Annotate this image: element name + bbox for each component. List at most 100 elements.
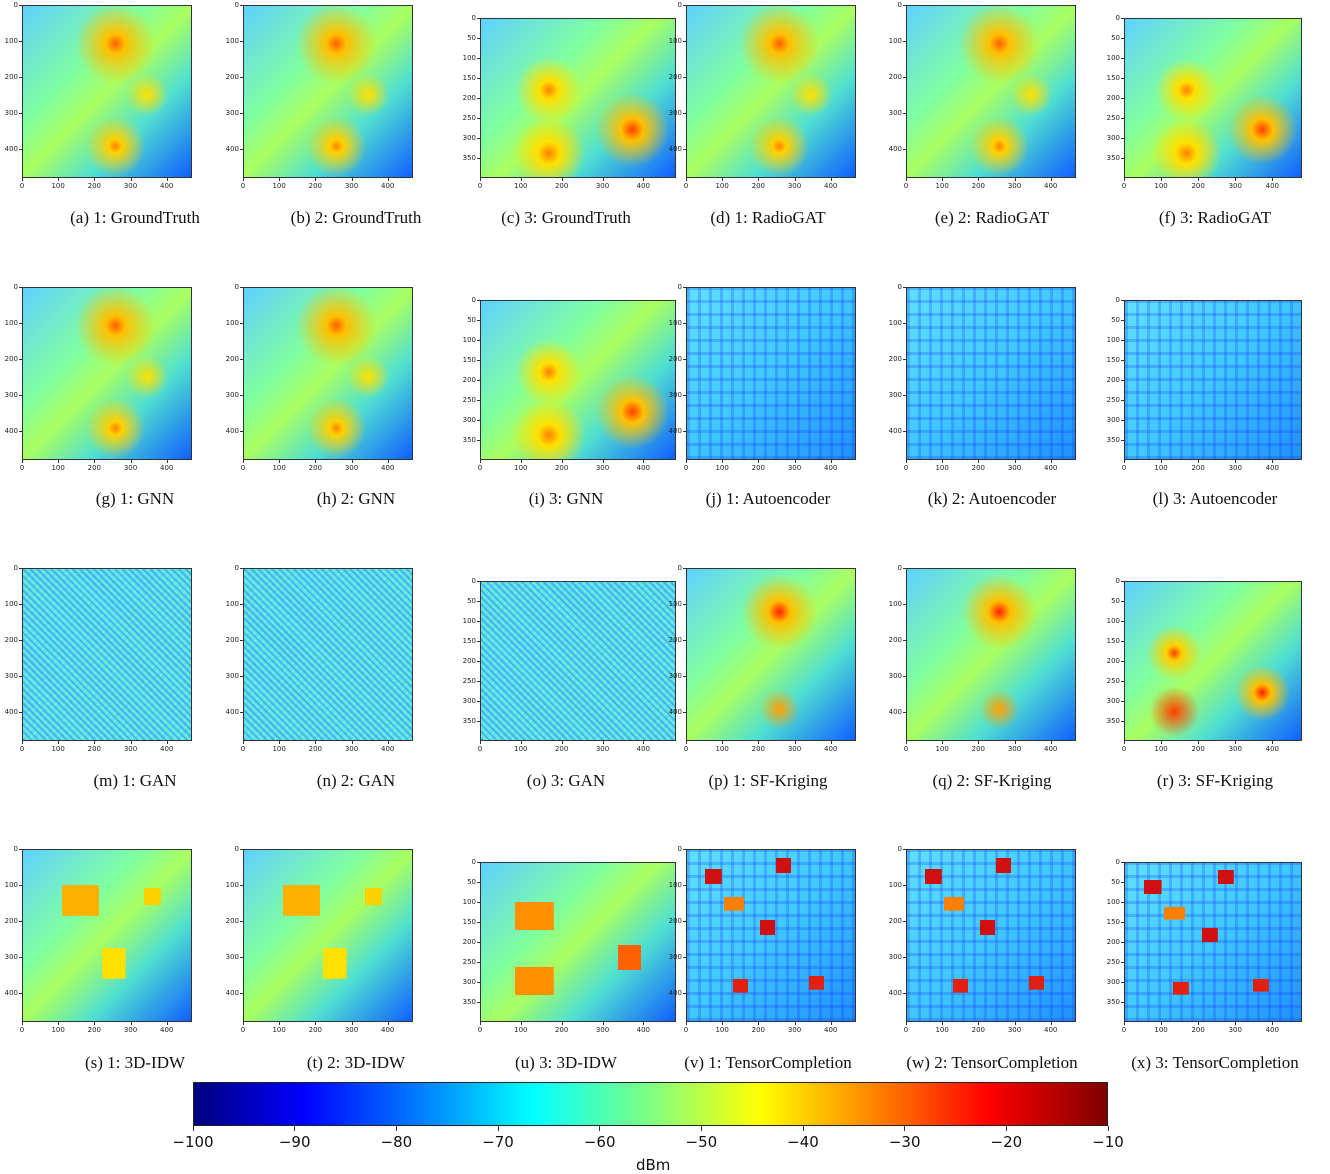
y-tick: [240, 395, 243, 397]
x-tick: [794, 460, 796, 463]
y-tick: [240, 431, 243, 433]
y-tick-label: 200: [4, 917, 18, 926]
y-tick-label: 200: [462, 657, 476, 665]
x-tick-label: 200: [751, 464, 766, 472]
x-tick: [1161, 1022, 1163, 1025]
x-tick-label: 200: [554, 464, 569, 472]
y-tick: [240, 287, 243, 288]
y-tick: [477, 300, 480, 301]
caption: (r) 3: SF-Kriging: [1156, 771, 1274, 790]
x-tick: [520, 460, 522, 463]
y-tick: [19, 41, 22, 43]
y-tick-label: 300: [225, 109, 239, 118]
y-tick-label: 0: [897, 283, 902, 291]
colorbar-tick-label: −50: [685, 1133, 718, 1151]
x-tick: [243, 1022, 244, 1025]
y-tick: [903, 431, 906, 433]
y-tick: [240, 149, 243, 151]
x-tick-label: 0: [683, 1026, 689, 1034]
x-tick: [561, 460, 563, 463]
x-tick: [794, 1022, 796, 1025]
y-tick: [1121, 320, 1124, 321]
x-tick: [22, 460, 23, 463]
y-tick: [1121, 78, 1124, 79]
caption: (x) 3: TensorCompletion: [1131, 1053, 1299, 1072]
y-tick: [1121, 360, 1124, 361]
y-tick: [477, 98, 480, 99]
y-tick-label: 300: [4, 953, 18, 962]
x-tick-label: 100: [514, 1026, 528, 1034]
y-tick: [477, 701, 480, 702]
y-tick-label: 250: [462, 114, 476, 122]
x-tick: [520, 741, 522, 744]
caption: (b) 2: GroundTruth: [290, 208, 422, 227]
heatmap: [243, 287, 413, 460]
x-tick-label: 100: [715, 182, 729, 190]
x-tick: [602, 1022, 604, 1025]
y-tick-label: 50: [467, 34, 476, 42]
y-tick: [477, 320, 480, 321]
x-tick-label: 200: [308, 1026, 323, 1034]
y-tick: [903, 640, 906, 642]
x-tick-label: 300: [1007, 1026, 1022, 1034]
y-tick: [683, 885, 686, 887]
y-tick-label: 350: [1106, 717, 1120, 725]
x-tick-label: 100: [51, 745, 65, 753]
y-tick-label: 300: [462, 697, 476, 705]
x-tick-label: 400: [380, 182, 395, 190]
x-tick: [722, 460, 724, 463]
y-tick: [477, 982, 480, 983]
x-tick-label: 0: [240, 1026, 246, 1034]
y-tick-label: 400: [668, 427, 682, 436]
x-tick: [1050, 741, 1052, 744]
y-tick-label: 300: [4, 672, 18, 681]
caption: (v) 1: TensorCompletion: [684, 1053, 852, 1072]
y-tick-label: 0: [471, 858, 476, 866]
x-tick: [315, 460, 317, 463]
y-tick: [477, 681, 480, 682]
y-tick: [683, 113, 686, 115]
x-tick: [130, 178, 132, 181]
y-tick: [19, 712, 22, 714]
x-tick: [1198, 1022, 1200, 1025]
y-tick-label: 100: [462, 617, 476, 625]
caption: (p) 1: SF-Kriging: [708, 771, 828, 790]
heatmap: [686, 849, 856, 1022]
caption: (j) 1: Autoencoder: [705, 489, 831, 508]
x-tick: [387, 460, 389, 463]
y-tick: [240, 676, 243, 678]
y-tick: [240, 885, 243, 887]
colorbar-tick: [1005, 1126, 1007, 1131]
y-tick-label: 300: [225, 672, 239, 681]
heatmap: [686, 287, 856, 460]
x-tick-label: 200: [1191, 745, 1205, 753]
colorbar-tick-label: −30: [888, 1133, 921, 1151]
caption: (e) 2: RadioGAT: [934, 208, 1050, 227]
y-tick-label: 100: [1106, 336, 1120, 344]
x-tick: [166, 178, 168, 181]
y-tick-label: 200: [1106, 94, 1120, 102]
y-tick: [1121, 420, 1124, 421]
y-tick: [683, 640, 686, 642]
y-tick-label: 50: [1111, 878, 1120, 886]
x-tick: [94, 741, 96, 744]
colorbar-tick: [802, 1126, 804, 1131]
x-tick: [830, 178, 832, 181]
y-tick: [477, 158, 480, 159]
x-tick-label: 400: [636, 1026, 651, 1034]
x-tick: [279, 1022, 281, 1025]
x-tick-label: 400: [1043, 1026, 1058, 1034]
y-tick-label: 100: [1106, 617, 1120, 625]
y-tick-label: 250: [462, 958, 476, 966]
x-tick-label: 400: [636, 182, 651, 190]
x-tick-label: 300: [595, 182, 610, 190]
y-tick-label: 100: [462, 898, 476, 906]
x-tick-label: 100: [514, 464, 528, 472]
y-tick-label: 200: [668, 355, 682, 364]
x-tick-label: 100: [935, 1026, 949, 1034]
y-tick: [1121, 98, 1124, 99]
y-tick-label: 300: [888, 953, 902, 962]
y-tick: [477, 922, 480, 923]
y-tick-label: 350: [462, 998, 476, 1006]
x-tick-label: 400: [159, 464, 174, 472]
